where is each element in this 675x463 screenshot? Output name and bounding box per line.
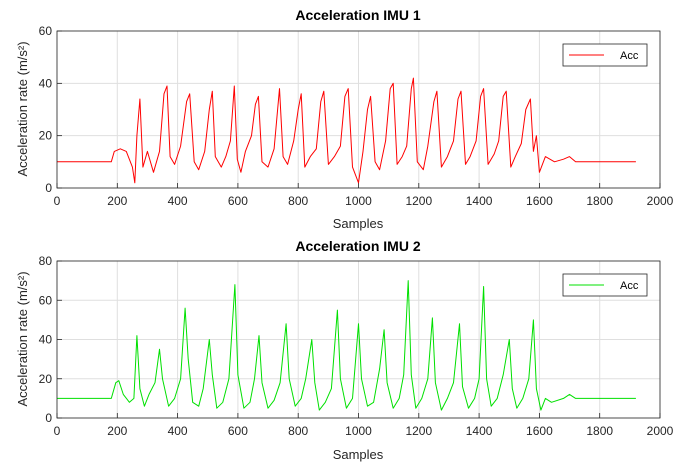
x-tick-label: 1600 — [526, 194, 553, 208]
chart-title: Acceleration IMU 1 — [295, 7, 420, 23]
x-tick-label: 0 — [54, 194, 61, 208]
x-tick-label: 800 — [288, 424, 308, 438]
plot-imu-1: Acceleration IMU 1 0 200 400 600 800 1000 1200… — [15, 7, 674, 231]
x-tick-label: 200 — [107, 194, 127, 208]
x-axis-label: Samples — [333, 447, 384, 462]
x-tick-label: 800 — [288, 194, 308, 208]
y-axis-label: Acceleration rate (m/s²) — [15, 271, 30, 406]
y-tick-label: 40 — [39, 76, 53, 90]
x-tick-label: 1000 — [345, 194, 372, 208]
x-tick-label: 1200 — [405, 424, 432, 438]
x-tick-label: 1200 — [405, 194, 432, 208]
x-tick-label: 400 — [168, 424, 188, 438]
y-tick-label: 0 — [45, 411, 52, 425]
y-tick-label: 20 — [39, 372, 53, 386]
x-tick-label: 2000 — [647, 424, 674, 438]
x-axis-label: Samples — [333, 216, 384, 231]
x-tick-label: 400 — [168, 194, 188, 208]
plot-imu-2: Acceleration IMU 2 0 200 400 600 800 1000 1200… — [15, 238, 674, 462]
y-tick-label: 20 — [39, 129, 53, 143]
axes-frame — [56, 260, 661, 419]
x-tick-label: 200 — [107, 424, 127, 438]
x-tick-label: 2000 — [647, 194, 674, 208]
legend-box — [562, 43, 648, 67]
legend-box — [562, 273, 648, 297]
x-tick-label: 600 — [228, 424, 248, 438]
legend-label: Acc — [620, 280, 639, 292]
x-tick-label: 1800 — [586, 194, 613, 208]
x-tick-label: 1400 — [466, 194, 493, 208]
series-line-acc — [57, 280, 636, 411]
y-axis-label: Acceleration rate (m/s²) — [15, 41, 30, 176]
x-tick-label: 1600 — [526, 424, 553, 438]
x-tick-label: 600 — [228, 194, 248, 208]
x-tick-label: 0 — [54, 424, 61, 438]
legend: Acc — [562, 273, 648, 297]
y-tick-label: 80 — [39, 254, 53, 268]
legend-label: Acc — [620, 50, 639, 62]
x-tick-label: 1400 — [466, 424, 493, 438]
chart-title: Acceleration IMU 2 — [295, 238, 420, 254]
series-line-acc — [57, 77, 636, 184]
x-tick-label: 1800 — [586, 424, 613, 438]
y-tick-label: 60 — [39, 24, 53, 38]
y-tick-label: 0 — [45, 181, 52, 195]
axes-frame — [56, 30, 661, 189]
legend: Acc — [562, 43, 648, 67]
y-tick-label: 40 — [39, 333, 53, 347]
x-tick-label: 1000 — [345, 424, 372, 438]
y-tick-label: 60 — [39, 293, 53, 307]
